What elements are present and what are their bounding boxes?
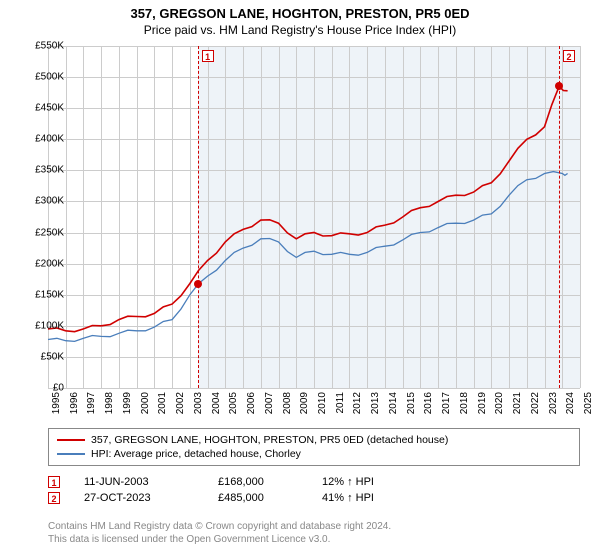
sale-dot-1 [194, 280, 202, 288]
sale-row: 2 27-OCT-2023 £485,000 41% ↑ HPI [48, 490, 432, 506]
x-tick-label: 2016 [423, 392, 434, 414]
x-tick-label: 1998 [104, 392, 115, 414]
y-tick-label: £400K [20, 134, 64, 145]
y-tick-label: £500K [20, 72, 64, 83]
plot-area: 12 [48, 46, 580, 388]
x-tick-label: 2010 [317, 392, 328, 414]
x-tick-label: 2000 [140, 392, 151, 414]
footer-line-2: This data is licensed under the Open Gov… [48, 533, 391, 546]
legend-swatch [57, 439, 85, 441]
legend-item: 357, GREGSON LANE, HOGHTON, PRESTON, PR5… [57, 433, 571, 447]
x-tick-label: 1996 [69, 392, 80, 414]
x-tick-label: 2012 [352, 392, 363, 414]
sale-marker-2: 2 [563, 50, 575, 62]
x-tick-label: 1995 [51, 392, 62, 414]
x-tick-label: 2013 [370, 392, 381, 414]
x-tick-label: 2007 [264, 392, 275, 414]
x-tick-label: 2008 [282, 392, 293, 414]
sale-marker-1: 1 [202, 50, 214, 62]
series-hpi [48, 172, 568, 342]
x-tick-label: 2017 [441, 392, 452, 414]
sale-price: £168,000 [218, 476, 298, 488]
footer-line-1: Contains HM Land Registry data © Crown c… [48, 520, 391, 533]
x-tick-label: 2018 [459, 392, 470, 414]
sale-price: £485,000 [218, 492, 298, 504]
y-tick-label: £100K [20, 320, 64, 331]
x-tick-label: 2023 [548, 392, 559, 414]
chart-subtitle: Price paid vs. HM Land Registry's House … [0, 21, 600, 43]
x-tick-label: 2003 [193, 392, 204, 414]
x-tick-label: 2025 [583, 392, 594, 414]
series-price_paid [48, 86, 568, 331]
legend-label: HPI: Average price, detached house, Chor… [91, 448, 301, 460]
y-tick-label: £450K [20, 103, 64, 114]
footer-attribution: Contains HM Land Registry data © Crown c… [48, 520, 391, 546]
x-tick-label: 2011 [335, 392, 346, 414]
y-tick-label: £300K [20, 196, 64, 207]
x-tick-label: 2019 [477, 392, 488, 414]
y-tick-label: £150K [20, 289, 64, 300]
legend: 357, GREGSON LANE, HOGHTON, PRESTON, PR5… [48, 428, 580, 466]
x-tick-label: 2006 [246, 392, 257, 414]
y-tick-label: £50K [20, 351, 64, 362]
sales-table: 1 11-JUN-2003 £168,000 12% ↑ HPI 2 27-OCT-202… [48, 474, 432, 506]
legend-label: 357, GREGSON LANE, HOGHTON, PRESTON, PR5… [91, 434, 448, 446]
x-tick-label: 2002 [175, 392, 186, 414]
sale-row-marker: 2 [48, 492, 60, 504]
x-tick-label: 2015 [406, 392, 417, 414]
x-tick-label: 2004 [211, 392, 222, 414]
legend-item: HPI: Average price, detached house, Chor… [57, 447, 571, 461]
sale-pct: 12% ↑ HPI [322, 476, 432, 488]
x-tick-label: 2005 [228, 392, 239, 414]
y-tick-label: £550K [20, 41, 64, 52]
x-tick-label: 2024 [565, 392, 576, 414]
sale-row-marker: 1 [48, 476, 60, 488]
x-tick-label: 2014 [388, 392, 399, 414]
x-tick-label: 2009 [299, 392, 310, 414]
y-tick-label: £350K [20, 165, 64, 176]
chart-container: 357, GREGSON LANE, HOGHTON, PRESTON, PR5… [0, 0, 600, 560]
legend-swatch [57, 453, 85, 455]
sale-date: 27-OCT-2023 [84, 492, 194, 504]
x-tick-label: 2021 [512, 392, 523, 414]
x-tick-label: 1999 [122, 392, 133, 414]
sale-pct: 41% ↑ HPI [322, 492, 432, 504]
chart-title: 357, GREGSON LANE, HOGHTON, PRESTON, PR5… [0, 0, 600, 21]
x-tick-label: 2020 [494, 392, 505, 414]
sale-row: 1 11-JUN-2003 £168,000 12% ↑ HPI [48, 474, 432, 490]
x-tick-label: 2001 [157, 392, 168, 414]
x-tick-label: 2022 [530, 392, 541, 414]
sale-dot-2 [555, 82, 563, 90]
line-series [48, 46, 580, 388]
x-tick-label: 1997 [86, 392, 97, 414]
sale-date: 11-JUN-2003 [84, 476, 194, 488]
y-tick-label: £200K [20, 258, 64, 269]
y-tick-label: £250K [20, 227, 64, 238]
